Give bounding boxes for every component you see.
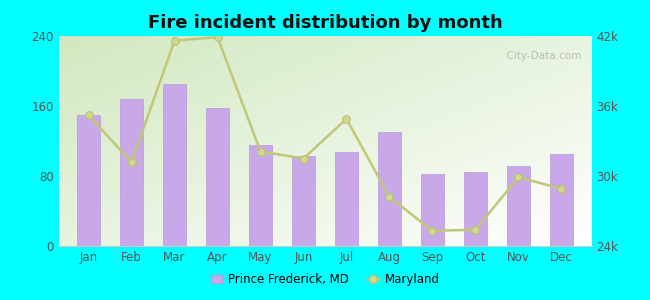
Bar [335,152,358,246]
Legend: Prince Frederick, MD, Maryland: Prince Frederick, MD, Maryland [206,269,444,291]
Bar [292,156,315,246]
Bar [506,166,530,246]
Bar [463,172,488,246]
Bar [249,146,272,246]
Title: Fire incident distribution by month: Fire incident distribution by month [148,14,502,32]
Bar [77,115,100,246]
Bar [120,99,144,246]
Bar [162,84,187,246]
Text: City-Data.com: City-Data.com [500,51,581,61]
Bar [550,154,573,246]
Bar [378,132,401,246]
Bar [421,174,445,246]
Bar [205,108,229,246]
